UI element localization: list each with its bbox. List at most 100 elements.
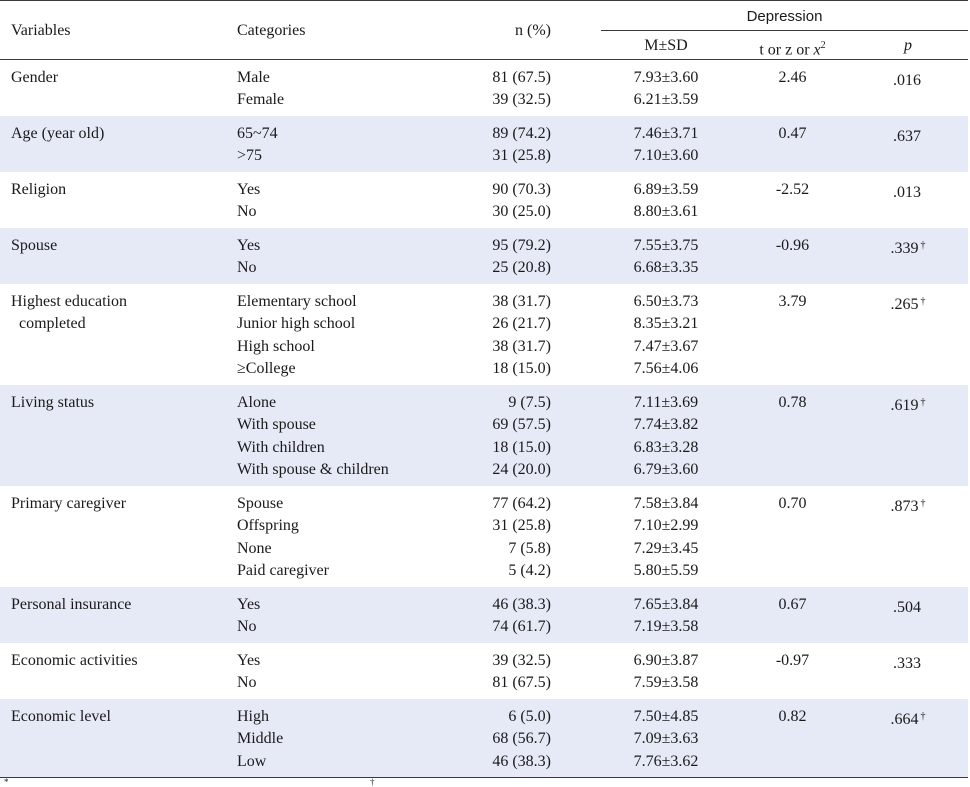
- row-variable: Highest education completed: [11, 293, 127, 333]
- categories-value: With children: [237, 438, 325, 456]
- categories-value: With spouse: [237, 416, 316, 434]
- msd-value: 7.58±3.84: [633, 495, 699, 512]
- msd-value: 7.46±3.71: [633, 125, 699, 142]
- row-stat: 0.82: [778, 708, 807, 725]
- msd-value: 7.59±3.58: [633, 674, 699, 692]
- n-value: 46 (38.3): [492, 752, 551, 770]
- n-value: 46 (38.3): [492, 596, 551, 613]
- msd-value: 6.21±3.59: [633, 91, 699, 109]
- n-value: 26 (21.7): [492, 315, 551, 333]
- row-stat: -0.96: [775, 237, 810, 254]
- row-stat: 2.46: [778, 69, 807, 86]
- msd-value: 6.68±3.35: [633, 259, 699, 277]
- n-value: 31 (25.8): [492, 517, 551, 535]
- n-value: 31 (25.8): [492, 147, 551, 165]
- n-value: 81 (67.5): [492, 69, 551, 86]
- n-value: 5 (4.2): [508, 562, 551, 580]
- col-categories: High Middle Low: [237, 706, 283, 773]
- categories-value: Yes: [237, 181, 261, 198]
- categories-value: High school: [237, 337, 315, 355]
- msd-value: 7.93±3.60: [633, 69, 699, 86]
- col-categories: Yes No: [237, 650, 260, 695]
- categories-value: No: [237, 618, 257, 636]
- n-value: 89 (74.2): [492, 125, 551, 142]
- categories-value: Middle: [237, 730, 284, 748]
- header-categories: Categories: [237, 22, 306, 39]
- header-n: n (%): [515, 22, 551, 39]
- col-categories: 65~74 >75: [237, 123, 278, 168]
- categories-value: Spouse: [237, 495, 284, 512]
- msd-value: 7.09±3.63: [633, 730, 699, 748]
- col-n: 95 (79.2) 25 (20.8): [440, 235, 551, 280]
- row-p-value: .637: [880, 123, 936, 148]
- col-categories: Elementary school Junior high school High …: [237, 291, 357, 381]
- row-stat: 0.47: [778, 125, 807, 142]
- table-row-group: Highest education completed Elementary sc…: [0, 284, 968, 385]
- msd-value: 7.65±3.84: [633, 596, 699, 613]
- categories-value: 65~74: [237, 125, 278, 142]
- col-msd: 6.89±3.59 8.80±3.61: [611, 179, 721, 224]
- col-msd: 7.55±3.75 6.68±3.35: [611, 235, 721, 280]
- row-variable: Primary caregiver: [11, 495, 127, 512]
- p-text: .619: [890, 397, 919, 414]
- table-row-group: Living status Alone With spouse With childr…: [0, 385, 968, 486]
- row-p-value: .504: [880, 594, 936, 619]
- table-row-group: Personal insurance Yes No 46 (38.3) 74 (61.7…: [0, 587, 968, 643]
- col-categories: Alone With spouse With children With spouse…: [237, 392, 389, 482]
- table-header: Variables Categories n (%) Depression M±…: [0, 0, 968, 60]
- row-p-value: .333: [880, 650, 936, 675]
- msd-value: 8.80±3.61: [633, 203, 699, 221]
- col-msd: 7.58±3.84 7.10±2.99 7.29±3.45 5.80±5.59: [611, 493, 721, 583]
- msd-value: 7.76±3.62: [633, 752, 699, 770]
- msd-value: 6.89±3.59: [633, 181, 699, 198]
- row-p-value: .664 †: [880, 706, 936, 731]
- msd-value: 8.35±3.21: [633, 315, 699, 333]
- row-stat: 3.79: [778, 293, 807, 310]
- table-row-group: Spouse Yes No 95 (79.2) 25 (20.8) 7.55±3.75 6.…: [0, 228, 968, 284]
- table-row-group: Gender Male Female 81 (67.5) 39 (32.5) 7.93±3…: [0, 60, 968, 116]
- categories-value: No: [237, 259, 257, 277]
- row-variable: Personal insurance: [11, 596, 132, 613]
- col-n: 6 (5.0) 68 (56.7) 46 (38.3): [440, 706, 551, 773]
- p-text: .664: [890, 711, 919, 728]
- row-p-value: .873 †: [880, 493, 936, 518]
- msd-value: 6.83±3.28: [633, 438, 699, 456]
- dagger-mark: †: [920, 240, 926, 251]
- msd-value: 5.80±5.59: [633, 562, 699, 580]
- n-value: 38 (31.7): [492, 293, 551, 310]
- msd-value: 7.55±3.75: [633, 237, 699, 254]
- col-categories: Yes No: [237, 594, 260, 639]
- footnote-marker-1: *: [4, 777, 9, 787]
- col-msd: 7.11±3.69 7.74±3.82 6.83±3.28 6.79±3.60: [611, 392, 721, 482]
- col-msd: 7.50±4.85 7.09±3.63 7.76±3.62: [611, 706, 721, 773]
- col-msd: 6.50±3.73 8.35±3.21 7.47±3.67 7.56±4.06: [611, 291, 721, 381]
- row-stat: -2.52: [775, 181, 810, 198]
- table-row-group: Economic activities Yes No 39 (32.5) 81 (67.…: [0, 643, 968, 699]
- col-categories: Male Female: [237, 67, 284, 112]
- col-n: 89 (74.2) 31 (25.8): [440, 123, 551, 168]
- msd-value: 7.29±3.45: [633, 539, 699, 557]
- n-value: 25 (20.8): [492, 259, 551, 277]
- n-value: 18 (15.0): [492, 360, 551, 378]
- n-value: 69 (57.5): [492, 416, 551, 434]
- col-n: 9 (7.5) 69 (57.5) 18 (15.0) 24 (20.0): [440, 392, 551, 482]
- col-n: 39 (32.5) 81 (67.5): [440, 650, 551, 695]
- n-value: 90 (70.3): [492, 181, 551, 198]
- msd-value: 7.11±3.69: [633, 394, 699, 411]
- header-p: p: [904, 37, 912, 54]
- categories-value: Male: [237, 69, 270, 86]
- categories-value: Low: [237, 752, 267, 770]
- row-stat: -0.97: [775, 652, 810, 669]
- table-row-group: Age (year old) 65~74 >75 89 (74.2) 31 (25.8)…: [0, 116, 968, 172]
- row-stat: 0.70: [778, 495, 807, 512]
- p-text: .504: [893, 599, 921, 616]
- col-n: 90 (70.3) 30 (25.0): [440, 179, 551, 224]
- msd-value: 6.90±3.87: [633, 652, 699, 669]
- table-row-group: Economic level High Middle Low 6 (5.0) 68 (56…: [0, 699, 968, 777]
- n-value: 39 (32.5): [492, 652, 551, 669]
- n-value: 6 (5.0): [508, 708, 551, 725]
- n-value: 9 (7.5): [508, 394, 551, 411]
- msd-value: 7.50±4.85: [633, 708, 699, 725]
- p-text: .016: [893, 72, 921, 89]
